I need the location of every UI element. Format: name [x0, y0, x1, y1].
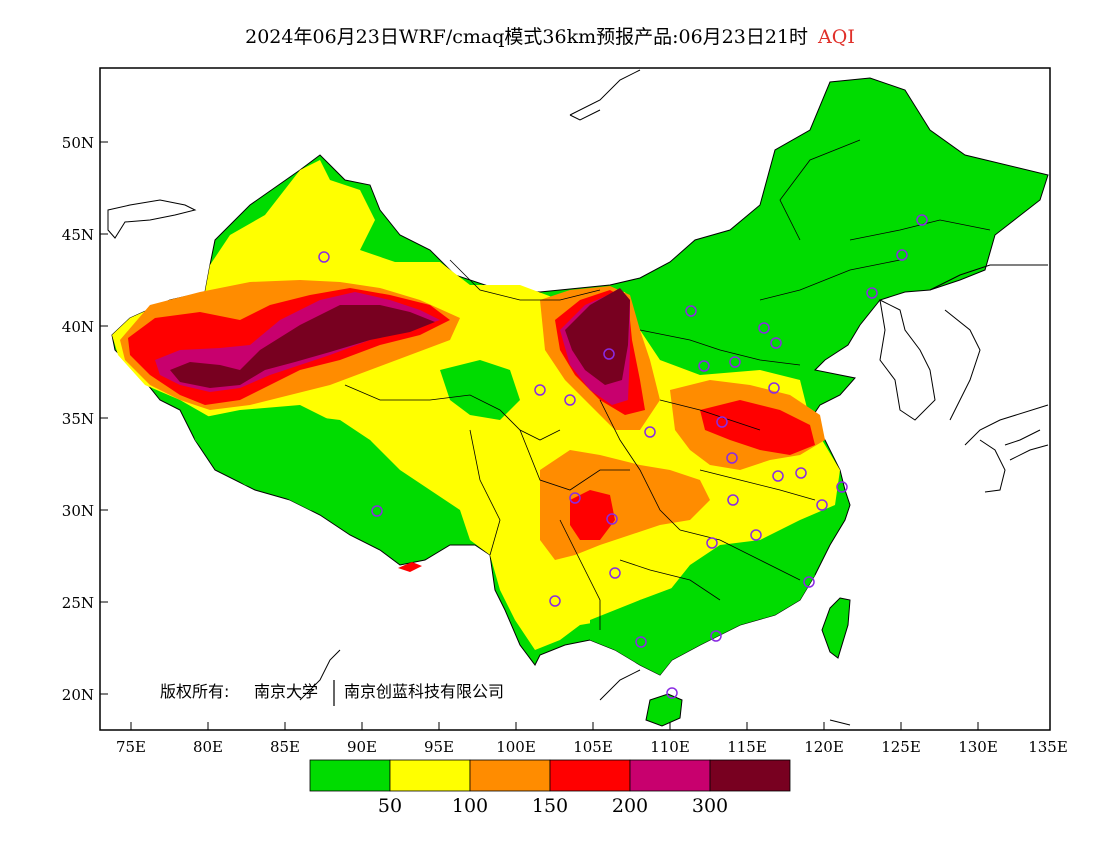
circle-station-icon [698, 360, 710, 372]
aqi-zone-unhealthy-sichuan [570, 490, 615, 540]
copyright-note: 版权所有: 南京大学 南京创蓝科技有限公司 [160, 680, 504, 706]
legend-label: 100 [452, 795, 488, 817]
legend-label: 150 [532, 795, 568, 817]
lat-tick-label: 30N [62, 502, 94, 520]
legend-swatch [629, 759, 711, 792]
circle-station-icon [569, 492, 581, 504]
circle-station-icon [768, 382, 780, 394]
circle-station-icon [710, 630, 722, 642]
legend-swatch [709, 759, 791, 792]
aqi-zone-hazardous-north [565, 288, 630, 385]
copyright-org2: 南京创蓝科技有限公司 [344, 682, 504, 701]
map-title: 2024年06月23日WRF/cmaq模式36km预报产品:06月23日21时 A… [0, 22, 1100, 49]
legend-swatch [389, 759, 471, 792]
lon-tick-labels: 75E 80E 85E 90E 95E 100E 105E 110E 115E … [116, 738, 1068, 756]
circle-station-icon [770, 337, 782, 349]
neighbor-coastlines [107, 69, 1049, 726]
lon-tick-label: 95E [424, 738, 454, 756]
circle-station-icon [916, 214, 928, 226]
copyright-label: 版权所有: [160, 682, 229, 701]
title-text: 2024年06月23日WRF/cmaq模式36km预报产品:06月23日21时 [245, 26, 809, 48]
circle-station-icon [635, 636, 647, 648]
circle-station-icon [836, 481, 848, 493]
circle-station-icon [727, 494, 739, 506]
lon-tick-label: 120E [804, 738, 844, 756]
lat-tick-label: 35N [62, 410, 94, 428]
legend-label: 300 [692, 795, 728, 817]
circle-station-icon [816, 499, 828, 511]
lon-tick-label: 135E [1028, 738, 1068, 756]
station-markers [318, 214, 928, 699]
lon-tick-label: 125E [881, 738, 921, 756]
circle-station-icon [603, 348, 615, 360]
circle-station-icon [609, 567, 621, 579]
legend-label: 200 [612, 795, 648, 817]
circle-station-icon [666, 687, 678, 699]
circle-station-icon [606, 513, 618, 525]
map-layers [107, 69, 1049, 727]
circle-station-icon [795, 467, 807, 479]
map-frame-border [99, 67, 1051, 731]
copyright-org1: 南京大学 [254, 682, 318, 701]
lon-axis [130, 722, 1051, 730]
aqi-zone-unhealthy-east [700, 400, 815, 455]
circle-station-icon [866, 287, 878, 299]
taiwan-island [821, 597, 851, 659]
circle-station-icon [534, 384, 546, 396]
circle-station-icon [549, 595, 561, 607]
lon-tick-label: 75E [116, 738, 146, 756]
title-variable: AQI [818, 26, 855, 48]
circle-station-icon [685, 305, 697, 317]
circle-station-icon [750, 529, 762, 541]
aqi-legend: 50 100 150 200 300 [309, 759, 791, 817]
circle-station-icon [564, 394, 576, 406]
circle-station-icon [803, 576, 815, 588]
lat-tick-label: 45N [62, 226, 94, 244]
legend-swatch [469, 759, 551, 792]
circle-station-icon [729, 356, 741, 368]
lon-tick-label: 115E [727, 738, 767, 756]
circle-station-icon [371, 505, 383, 517]
aqi-zone-unhealthy-fujian [398, 562, 422, 572]
legend-label: 50 [378, 795, 402, 817]
lon-tick-label: 90E [347, 738, 377, 756]
legend-swatch [309, 759, 391, 792]
circle-station-icon [772, 470, 784, 482]
lon-tick-label: 85E [270, 738, 300, 756]
lat-tick-label: 25N [62, 594, 94, 612]
aqi-zone-good-tibet [190, 405, 450, 555]
legend-swatch [549, 759, 631, 792]
lon-tick-label: 130E [958, 738, 998, 756]
lon-tick-label: 110E [650, 738, 690, 756]
lon-tick-label: 100E [496, 738, 536, 756]
lat-tick-label: 40N [62, 318, 94, 336]
lon-tick-label: 80E [193, 738, 223, 756]
lon-tick-label: 105E [573, 738, 613, 756]
lat-axis [100, 141, 108, 695]
aqi-zone-good-qinghai [440, 360, 520, 420]
circle-station-icon [758, 322, 770, 334]
hainan-island [645, 693, 683, 727]
circle-station-icon [318, 251, 330, 263]
circle-station-icon [644, 426, 656, 438]
aqi-zone-hazardous-west [170, 305, 435, 388]
circle-station-icon [726, 452, 738, 464]
circle-station-icon [716, 416, 728, 428]
lat-tick-labels: 20N 25N 30N 35N 40N 45N 50N [62, 134, 94, 704]
circle-station-icon [896, 249, 908, 261]
lat-tick-label: 20N [62, 686, 94, 704]
circle-station-icon [706, 537, 718, 549]
lat-tick-label: 50N [62, 134, 94, 152]
